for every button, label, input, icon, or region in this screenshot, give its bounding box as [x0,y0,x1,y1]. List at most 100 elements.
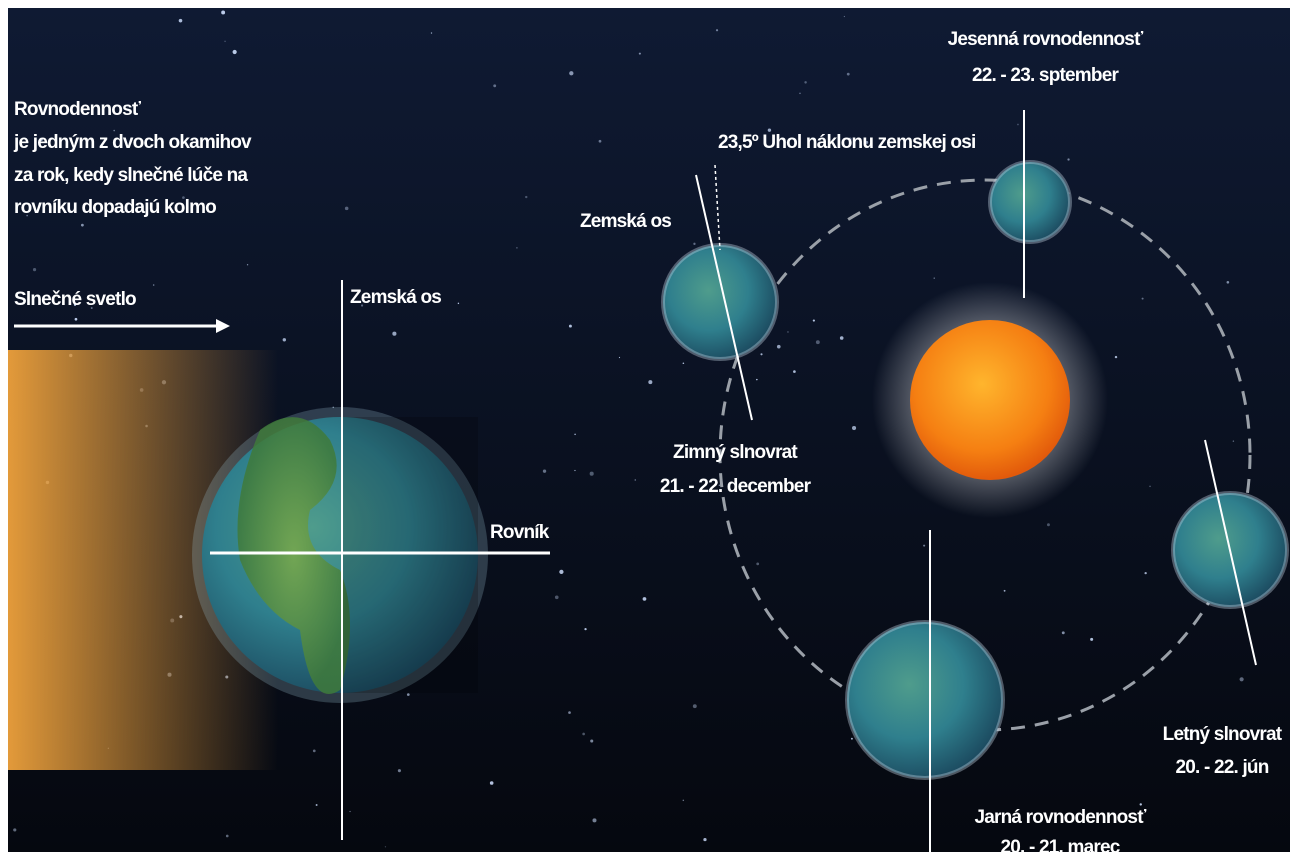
star [846,72,850,76]
star [569,71,574,76]
star [178,18,183,23]
star [32,268,37,272]
axis-label: Zemská os [350,287,441,308]
star [1046,523,1050,527]
star [776,344,781,349]
star [384,846,387,848]
star [1139,803,1142,806]
earth-autumn [988,160,1072,244]
star [282,338,287,342]
star [225,834,229,838]
star [182,196,185,199]
earth-spring [845,620,1005,780]
star [312,749,316,753]
star [1149,485,1151,488]
star [246,264,249,266]
star [648,380,653,385]
star [923,544,926,547]
axis-line [695,174,753,421]
star [392,331,397,336]
intro-line: rovníku dopadajú kolmo [14,197,216,218]
star [589,471,594,476]
axis-line [1204,439,1257,666]
star [715,29,719,32]
star [542,469,547,473]
star [598,139,602,143]
star [39,137,43,142]
star [13,828,17,832]
star [113,129,116,132]
star [1114,355,1118,359]
star [718,484,721,487]
star [224,40,226,43]
star [626,218,630,222]
intro-line: za rok, kedy slnečné lúče na [14,165,248,186]
intro-title: Rovnodennosť [14,99,142,120]
season-date: 20. - 22. jún [1175,757,1268,778]
orbit [718,178,1252,732]
star [332,406,335,409]
night-side [342,417,478,693]
star [850,737,853,740]
season-name: Jarná rovnodennosť [974,807,1147,828]
star [232,49,237,55]
star [642,597,647,601]
star [756,378,758,381]
star [574,469,576,472]
star [804,81,807,84]
sun [910,320,1070,480]
star [344,206,349,211]
star [839,336,844,340]
star [682,799,685,802]
star [693,242,696,245]
star [1061,631,1065,635]
star [1239,677,1244,682]
star [590,739,594,743]
star [1090,637,1094,641]
star [1067,158,1070,161]
tilt-label: 23,5º Uhol náklonu zemskej osi [718,132,975,153]
star [1141,297,1144,300]
sunlight-label: Slnečné svetlo [14,289,136,310]
star [430,32,433,34]
star [90,307,93,310]
star [568,711,571,714]
star [80,223,84,227]
star [397,769,401,773]
axis-label: Zemská os [580,211,671,232]
star [812,319,815,322]
season-date: 22. - 23. sptember [972,65,1120,86]
continent [237,417,350,694]
vertical-line [714,164,721,251]
star [767,128,772,132]
star [221,10,226,15]
star [1189,729,1194,733]
star [493,84,497,88]
star [843,15,846,18]
star [489,781,494,785]
star [406,693,410,696]
star [848,137,852,141]
star [568,324,572,328]
star [865,140,869,144]
star [682,362,685,365]
star [692,704,697,709]
star [756,562,760,566]
star [1017,123,1019,126]
star [787,331,789,333]
star [815,340,820,345]
star [1144,571,1147,575]
intro-line: je jedným z dvoch okamihov [13,132,252,153]
star [74,317,78,321]
star [634,479,637,481]
star [600,218,605,223]
star [1226,280,1230,284]
star [638,52,641,55]
star [26,214,28,217]
season-name: Letný slnovrat [1163,724,1283,745]
earth-winter [661,243,779,361]
star [582,732,585,736]
star [703,837,707,842]
star [360,304,364,307]
